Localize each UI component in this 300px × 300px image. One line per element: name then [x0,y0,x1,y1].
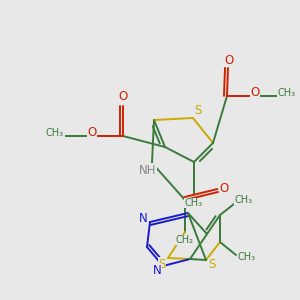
Text: N: N [153,263,161,277]
Text: N: N [139,212,147,224]
Text: CH₃: CH₃ [46,128,64,138]
Text: O: O [87,127,97,140]
Text: S: S [208,259,216,272]
Text: CH₂: CH₂ [176,235,194,245]
Text: O: O [250,86,260,100]
Text: O: O [224,53,234,67]
Text: NH: NH [139,164,157,176]
Text: O: O [219,182,229,194]
Text: O: O [118,91,127,103]
Text: S: S [194,103,202,116]
Text: CH₃: CH₃ [235,195,253,205]
Text: CH₃: CH₃ [238,252,256,262]
Text: CH₃: CH₃ [278,88,296,98]
Text: CH₃: CH₃ [185,198,203,208]
Text: S: S [158,257,166,271]
